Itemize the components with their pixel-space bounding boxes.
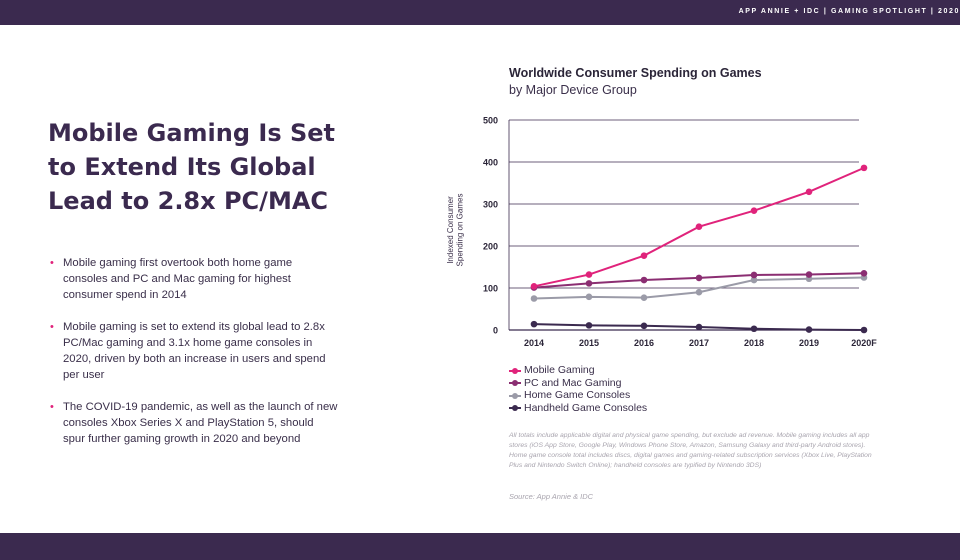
data-point: [640, 322, 648, 330]
y-tick-label: 0: [493, 326, 498, 336]
chart-subtitle: by Major Device Group: [509, 83, 637, 97]
bullet-icon: •: [50, 401, 54, 413]
headline: Mobile Gaming Is Set to Extend Its Globa…: [48, 119, 335, 215]
bottom-bar: [0, 533, 960, 560]
y-tick-label: 500: [483, 116, 498, 126]
bullet-list: • Mobile gaming first overtook both home …: [48, 255, 338, 463]
data-point: [860, 270, 868, 277]
data-point: [640, 252, 648, 259]
data-point: [530, 283, 538, 290]
data-point: [750, 276, 758, 284]
top-bar: APP ANNIE + IDC | GAMING SPOTLIGHT | 202…: [0, 0, 960, 25]
x-tick-label: 2016: [634, 338, 654, 348]
legend-swatch-icon: [509, 378, 521, 387]
legend-swatch-icon: [509, 366, 521, 375]
footnote: All totals include applicable digital an…: [509, 432, 872, 469]
legend-item: Home Game Consoles: [509, 389, 647, 402]
legend-swatch-icon: [509, 391, 521, 400]
legend-item: Handheld Game Consoles: [509, 402, 647, 415]
legend-label: Home Game Consoles: [524, 389, 631, 401]
bullet-item: • The COVID-19 pandemic, as well as the l…: [48, 399, 338, 447]
data-point: [860, 326, 868, 334]
data-point: [695, 274, 703, 282]
bullet-item: • Mobile gaming first overtook both home …: [48, 255, 338, 303]
y-tick-label: 300: [483, 200, 498, 210]
data-point: [750, 325, 758, 333]
data-point: [750, 207, 758, 215]
legend-swatch-icon: [509, 403, 521, 412]
bullet-text: Mobile gaming is set to extend its globa…: [63, 321, 326, 381]
data-point: [530, 320, 538, 328]
x-tick-label: 2017: [689, 338, 709, 348]
x-tick-label: 2015: [579, 338, 599, 348]
data-point: [585, 271, 593, 278]
legend-label: Handheld Game Consoles: [524, 401, 648, 414]
data-point: [530, 295, 538, 302]
y-tick-label: 400: [483, 158, 498, 168]
bullet-text: Mobile gaming first overtook both home g…: [63, 257, 293, 301]
chart-legend: Mobile Gaming PC and Mac Gaming Home Game …: [509, 364, 647, 414]
legend-item: PC and Mac Gaming: [509, 377, 647, 390]
legend-item: Mobile Gaming: [509, 364, 647, 377]
data-point: [640, 294, 648, 301]
x-tick-label: 2014: [524, 338, 544, 348]
data-point: [805, 271, 813, 278]
data-point: [585, 280, 593, 287]
data-point: [640, 276, 648, 284]
legend-label: Mobile Gaming: [524, 364, 595, 376]
bullet-icon: •: [50, 321, 54, 333]
data-point: [750, 271, 758, 279]
y-tick-label: 100: [483, 284, 498, 294]
data-point: [585, 322, 593, 329]
x-tick-label: 2020F: [851, 338, 877, 348]
y-axis-label: Indexed ConsumerSpending on Games: [446, 194, 465, 267]
chart-title: Worldwide Consumer Spending on Games: [509, 66, 762, 80]
data-point: [695, 288, 703, 296]
brand-header: APP ANNIE + IDC | GAMING SPOTLIGHT | 202…: [738, 8, 960, 15]
source-note: Source: App Annie & IDC: [509, 492, 594, 501]
bullet-item: • Mobile gaming is set to extend its glob…: [48, 319, 338, 383]
data-point: [805, 188, 813, 196]
y-tick-label: 200: [483, 242, 498, 252]
legend-label: PC and Mac Gaming: [524, 376, 622, 389]
x-tick-label: 2019: [799, 338, 819, 348]
data-point: [585, 293, 593, 301]
data-point: [695, 323, 703, 331]
data-point: [695, 223, 703, 230]
line-chart: 0 100 200 300 400 500 2014 2015 2016 2017 2018 2019…: [446, 116, 877, 349]
x-tick-label: 2018: [744, 338, 764, 348]
data-point: [860, 164, 868, 172]
bullet-text: The COVID-19 pandemic, as well as the la…: [63, 401, 338, 445]
bullet-icon: •: [50, 257, 54, 269]
data-point: [805, 326, 813, 333]
